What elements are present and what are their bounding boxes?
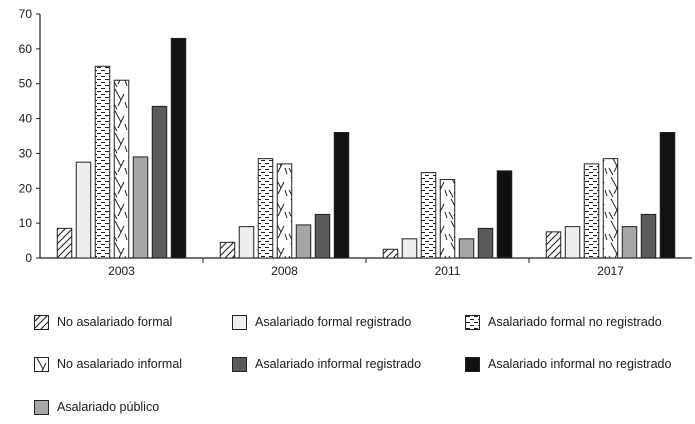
x-tick-label: 2008 bbox=[271, 264, 298, 278]
bar-no-asalariado-informal-2017 bbox=[602, 158, 619, 259]
bar-asalariado-informal-no-registrado-2003 bbox=[170, 37, 187, 259]
bar-asalariado-informal-registrado-2011 bbox=[477, 227, 494, 259]
bar-asalariado-p-blico-2003 bbox=[132, 156, 149, 259]
bar-asalariado-formal-registrado-2011 bbox=[401, 238, 418, 259]
bar-asalariado-formal-no-registrado-2008 bbox=[257, 158, 274, 259]
bar-asalariado-informal-no-registrado-2011 bbox=[496, 170, 513, 259]
bar-no-asalariado-informal-2003 bbox=[113, 79, 130, 259]
bar-asalariado-p-blico-2017 bbox=[621, 226, 638, 259]
bar-asalariado-formal-registrado-2003 bbox=[75, 161, 92, 259]
y-tick-label: 30 bbox=[19, 146, 33, 160]
bar-asalariado-formal-no-registrado-2011 bbox=[420, 172, 437, 259]
bar-asalariado-informal-registrado-2017 bbox=[640, 213, 657, 259]
bar-asalariado-formal-no-registrado-2003 bbox=[94, 65, 111, 259]
bar-asalariado-informal-registrado-2008 bbox=[314, 213, 331, 259]
bar-no-asalariado-formal-2017 bbox=[545, 231, 562, 259]
bar-no-asalariado-formal-2003 bbox=[56, 227, 73, 259]
tick-labels: 0 10 20 30 40 50 60 70 2003 2008 2011 2017 bbox=[19, 7, 625, 278]
bar-asalariado-informal-no-registrado-2017 bbox=[659, 132, 676, 259]
x-tick-label: 2011 bbox=[435, 264, 461, 278]
x-tick-label: 2017 bbox=[597, 264, 624, 278]
y-tick-label: 10 bbox=[19, 216, 33, 230]
y-tick-label: 20 bbox=[19, 181, 33, 195]
y-tick-label: 40 bbox=[19, 112, 33, 126]
axes bbox=[36, 13, 692, 263]
bar-asalariado-formal-registrado-2008 bbox=[238, 226, 255, 259]
bar-asalariado-informal-registrado-2003 bbox=[151, 105, 168, 259]
bar-asalariado-formal-registrado-2017 bbox=[564, 226, 581, 259]
y-tick-label: 0 bbox=[25, 251, 32, 265]
y-tick-label: 70 bbox=[19, 7, 33, 21]
y-tick-label: 60 bbox=[19, 42, 33, 56]
bars bbox=[56, 37, 676, 259]
bar-no-asalariado-informal-2011 bbox=[439, 179, 456, 259]
bar-asalariado-informal-no-registrado-2008 bbox=[333, 132, 350, 259]
bar-asalariado-p-blico-2011 bbox=[458, 238, 475, 259]
bar-no-asalariado-formal-2008 bbox=[219, 241, 236, 259]
bar-no-asalariado-formal-2011 bbox=[382, 248, 399, 259]
bar-no-asalariado-informal-2008 bbox=[276, 163, 293, 259]
bar-asalariado-formal-no-registrado-2017 bbox=[583, 163, 600, 259]
x-tick-label: 2003 bbox=[108, 264, 135, 278]
bar-asalariado-p-blico-2008 bbox=[295, 224, 312, 259]
y-tick-label: 50 bbox=[19, 77, 33, 91]
